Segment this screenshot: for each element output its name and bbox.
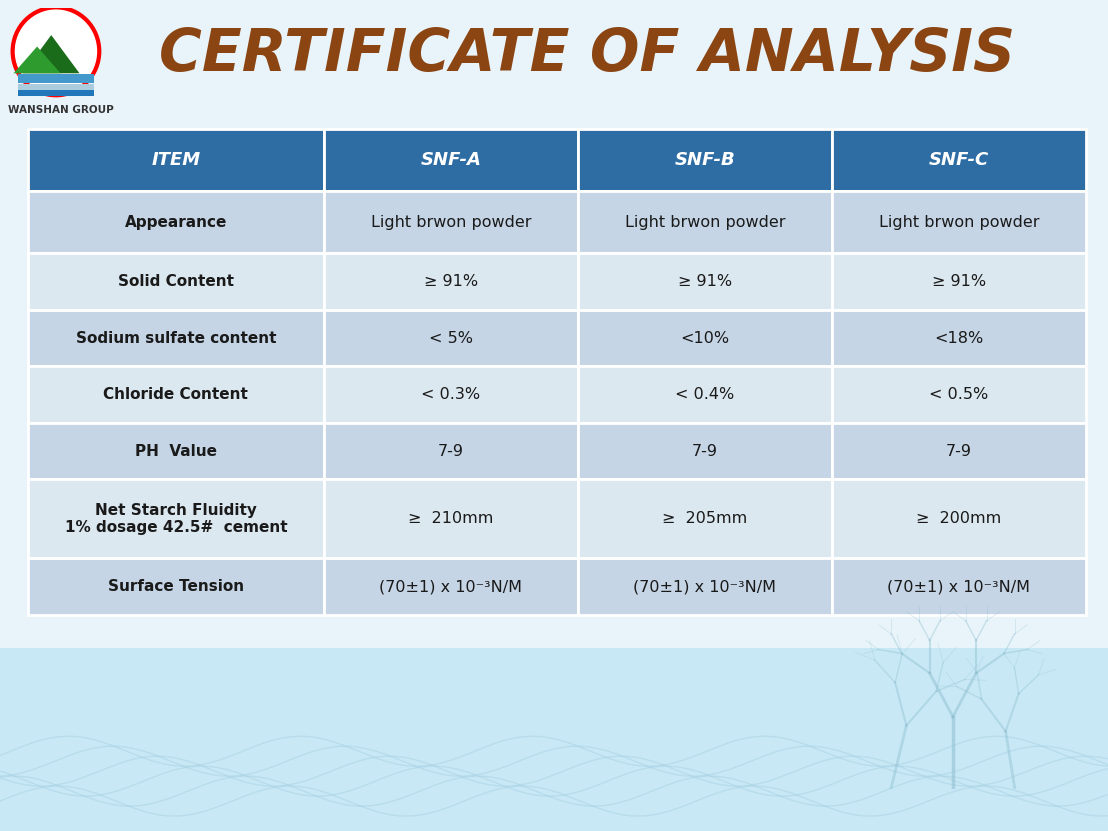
Text: ≥  205mm: ≥ 205mm xyxy=(663,511,748,527)
Text: < 0.5%: < 0.5% xyxy=(930,387,988,402)
Text: <10%: <10% xyxy=(680,331,729,346)
Text: (70±1) x 10⁻³N/M: (70±1) x 10⁻³N/M xyxy=(888,579,1030,594)
FancyBboxPatch shape xyxy=(324,310,578,366)
Text: Light brwon powder: Light brwon powder xyxy=(371,214,531,230)
Text: SNF-B: SNF-B xyxy=(675,151,736,169)
FancyBboxPatch shape xyxy=(28,310,324,366)
FancyBboxPatch shape xyxy=(578,310,832,366)
FancyBboxPatch shape xyxy=(28,366,324,423)
Text: < 0.4%: < 0.4% xyxy=(675,387,735,402)
Text: < 0.3%: < 0.3% xyxy=(421,387,481,402)
Bar xyxy=(18,74,93,83)
Polygon shape xyxy=(23,35,80,73)
Text: Sodium sulfate content: Sodium sulfate content xyxy=(75,331,276,346)
Text: Net Starch Fluidity
1% dosage 42.5#  cement: Net Starch Fluidity 1% dosage 42.5# ceme… xyxy=(64,503,287,535)
FancyBboxPatch shape xyxy=(324,191,578,253)
Text: <18%: <18% xyxy=(934,331,984,346)
FancyBboxPatch shape xyxy=(28,129,324,191)
FancyBboxPatch shape xyxy=(578,479,832,558)
FancyBboxPatch shape xyxy=(832,479,1086,558)
Text: PH  Value: PH Value xyxy=(135,444,217,459)
FancyBboxPatch shape xyxy=(578,423,832,479)
Text: SNF-C: SNF-C xyxy=(929,151,989,169)
Text: ≥  200mm: ≥ 200mm xyxy=(916,511,1002,527)
FancyBboxPatch shape xyxy=(832,366,1086,423)
FancyBboxPatch shape xyxy=(832,558,1086,615)
Text: ≥ 91%: ≥ 91% xyxy=(932,274,986,289)
Text: WANSHAN GROUP: WANSHAN GROUP xyxy=(8,105,114,115)
FancyBboxPatch shape xyxy=(832,253,1086,310)
Text: ≥ 91%: ≥ 91% xyxy=(678,274,732,289)
Polygon shape xyxy=(13,47,61,73)
FancyBboxPatch shape xyxy=(578,558,832,615)
Ellipse shape xyxy=(12,7,100,96)
FancyBboxPatch shape xyxy=(832,310,1086,366)
Text: CERTIFICATE OF ANALYSIS: CERTIFICATE OF ANALYSIS xyxy=(160,26,1015,82)
Text: Solid Content: Solid Content xyxy=(117,274,234,289)
FancyBboxPatch shape xyxy=(832,191,1086,253)
Text: (70±1) x 10⁻³N/M: (70±1) x 10⁻³N/M xyxy=(634,579,777,594)
FancyBboxPatch shape xyxy=(578,129,832,191)
Text: ≥  210mm: ≥ 210mm xyxy=(408,511,494,527)
Text: 7-9: 7-9 xyxy=(946,444,972,459)
FancyBboxPatch shape xyxy=(28,253,324,310)
Text: 7-9: 7-9 xyxy=(691,444,718,459)
Bar xyxy=(18,91,93,96)
Bar xyxy=(18,84,93,90)
FancyBboxPatch shape xyxy=(28,423,324,479)
Text: Chloride Content: Chloride Content xyxy=(103,387,248,402)
Text: 7-9: 7-9 xyxy=(438,444,464,459)
FancyBboxPatch shape xyxy=(324,423,578,479)
Text: ITEM: ITEM xyxy=(152,151,201,169)
FancyBboxPatch shape xyxy=(578,253,832,310)
FancyBboxPatch shape xyxy=(28,191,324,253)
FancyBboxPatch shape xyxy=(28,479,324,558)
Text: < 5%: < 5% xyxy=(429,331,473,346)
FancyBboxPatch shape xyxy=(578,366,832,423)
Text: Light brwon powder: Light brwon powder xyxy=(625,214,786,230)
FancyBboxPatch shape xyxy=(578,191,832,253)
Text: Surface Tension: Surface Tension xyxy=(107,579,244,594)
FancyBboxPatch shape xyxy=(324,366,578,423)
Text: ≥ 91%: ≥ 91% xyxy=(424,274,478,289)
FancyBboxPatch shape xyxy=(324,129,578,191)
FancyBboxPatch shape xyxy=(832,423,1086,479)
FancyBboxPatch shape xyxy=(324,558,578,615)
Text: Light brwon powder: Light brwon powder xyxy=(879,214,1039,230)
Text: (70±1) x 10⁻³N/M: (70±1) x 10⁻³N/M xyxy=(379,579,523,594)
FancyBboxPatch shape xyxy=(832,129,1086,191)
Text: SNF-A: SNF-A xyxy=(421,151,481,169)
FancyBboxPatch shape xyxy=(324,253,578,310)
FancyBboxPatch shape xyxy=(324,479,578,558)
FancyBboxPatch shape xyxy=(0,648,1108,831)
FancyBboxPatch shape xyxy=(28,558,324,615)
Text: Appearance: Appearance xyxy=(125,214,227,230)
